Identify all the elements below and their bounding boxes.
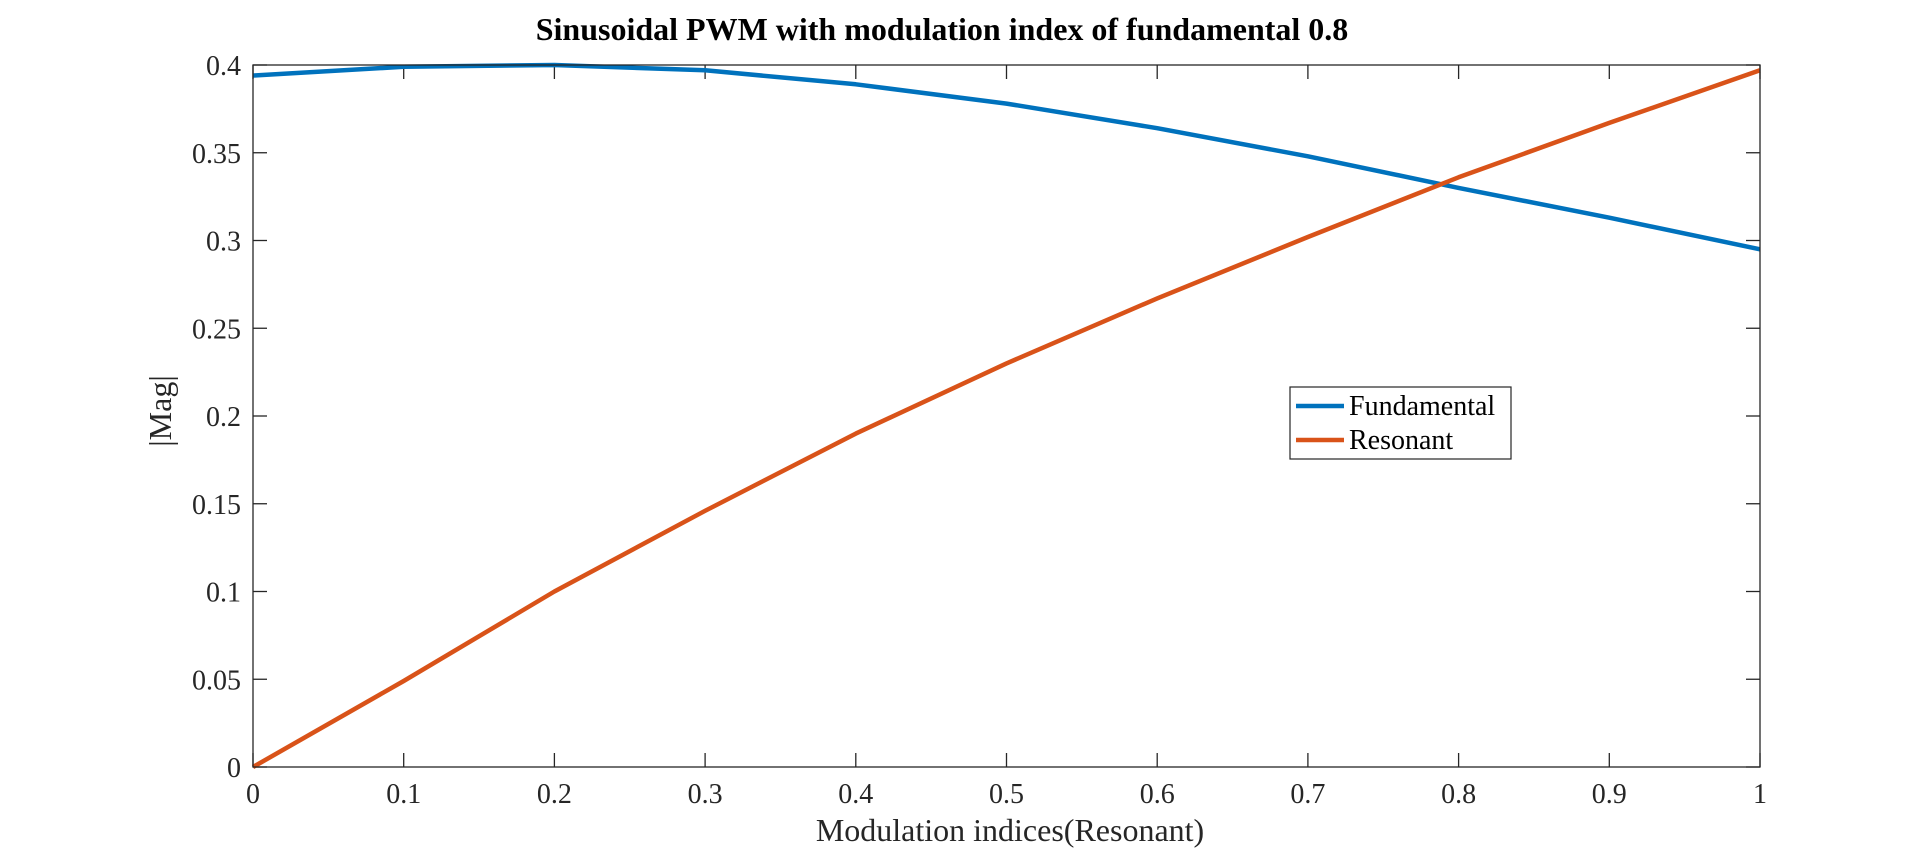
series-line-resonant xyxy=(251,68,1761,769)
legend-box xyxy=(1289,386,1512,460)
y-axis-label: |Mag| xyxy=(142,375,178,446)
x-tick-label: 1 xyxy=(1753,779,1767,810)
x-axis-label: Modulation indices(Resonant) xyxy=(816,812,1204,848)
chart-title: Sinusoidal PWM with modulation index of … xyxy=(536,11,1349,47)
y-tick-label: 0 xyxy=(227,753,241,784)
legend-label-resonant: Resonant xyxy=(1349,425,1453,456)
y-tick-label: 0.4 xyxy=(206,51,241,82)
y-tick-label: 0.25 xyxy=(192,314,241,345)
x-tick-label: 0.7 xyxy=(1290,779,1325,810)
y-tick-label: 0.15 xyxy=(192,490,241,521)
legend-label-fundamental: Fundamental xyxy=(1349,391,1495,422)
y-tick-label: 0.1 xyxy=(206,578,241,609)
x-tick-label: 0.6 xyxy=(1140,779,1175,810)
y-tick-label: 0.3 xyxy=(206,227,241,258)
y-tick-label: 0.05 xyxy=(192,665,241,696)
plot-area: 0 0.1 0.2 0.3 0.4 0.5 0.6 0.7 0.8 0.9 1 0 0.05 0.1 0.1… xyxy=(192,51,1767,810)
x-tick-label: 0.9 xyxy=(1592,779,1627,810)
y-tick-label: 0.2 xyxy=(206,402,241,433)
x-tick-label: 0 xyxy=(246,779,260,810)
x-tick-label: 0.5 xyxy=(989,779,1024,810)
plot-background xyxy=(253,65,1760,767)
plot-frame xyxy=(252,64,1761,768)
x-tick-label: 0.2 xyxy=(537,779,572,810)
x-tick-label: 0.1 xyxy=(386,779,421,810)
y-tick-label: 0.35 xyxy=(192,139,241,170)
x-tick-label: 0.8 xyxy=(1441,779,1476,810)
x-tick-label: 0.3 xyxy=(688,779,723,810)
x-tick-label: 0.4 xyxy=(838,779,873,810)
